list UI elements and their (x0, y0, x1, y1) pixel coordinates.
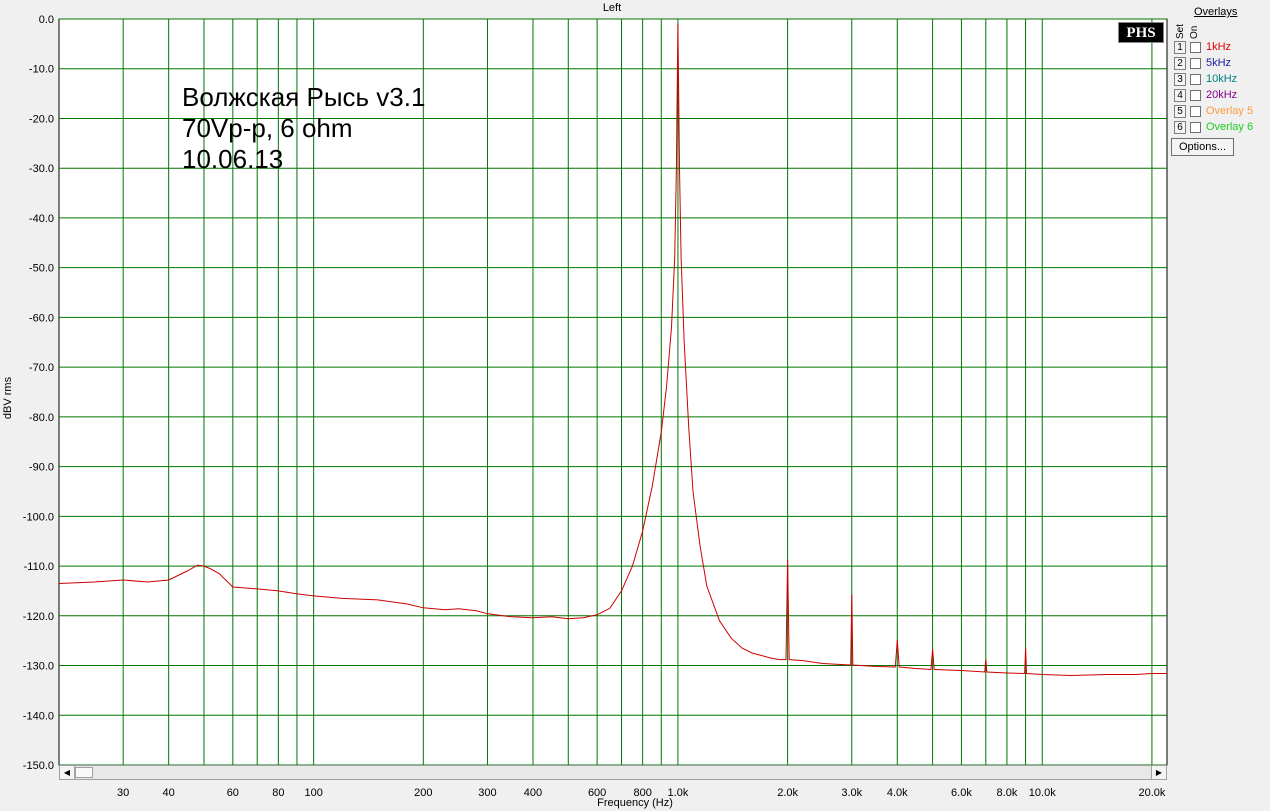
scroll-right-button[interactable]: ▶ (1151, 766, 1166, 779)
y-tick-label: -110.0 (24, 561, 54, 573)
options-button[interactable]: Options... (1171, 138, 1234, 156)
overlays-title[interactable]: Overlays (1194, 6, 1238, 18)
overlay-row-6: 6 Overlay 6 (1174, 121, 1270, 135)
x-tick-label: 800 (633, 787, 651, 799)
scroll-left-button[interactable]: ◀ (60, 766, 75, 779)
x-tick-label: 100 (304, 787, 322, 799)
overlay-label: Overlay 5 (1206, 105, 1254, 117)
y-tick-label: -130.0 (23, 661, 54, 673)
y-tick-label: 0.0 (39, 14, 54, 26)
overlay-checkbox[interactable] (1190, 42, 1201, 53)
x-tick-label: 60 (227, 787, 239, 799)
x-tick-label: 400 (524, 787, 542, 799)
y-tick-labels: 0.0 -10.0 -20.0 -30.0 -40.0 -50.0 -60.0 -70.0 -8… (23, 14, 54, 772)
y-tick-label: -40.0 (29, 213, 54, 225)
overlay-label: 10kHz (1206, 73, 1238, 85)
overlay-checkbox[interactable] (1190, 58, 1201, 69)
y-tick-label: -150.0 (23, 760, 54, 772)
overlay-row-1: 1 1kHz (1174, 41, 1270, 55)
x-tick-label: 600 (588, 787, 606, 799)
y-tick-label: -120.0 (23, 611, 54, 623)
x-tick-label: 80 (272, 787, 284, 799)
x-axis-label: Frequency (Hz) (597, 797, 673, 809)
x-tick-label: 8.0k (997, 787, 1018, 799)
chart-annotation: Волжская Рысь v3.1 70Vp-p, 6 ohm 10.06.1… (182, 82, 425, 175)
overlay-set-button[interactable]: 2 (1174, 57, 1186, 70)
x-tick-label: 200 (414, 787, 432, 799)
overlay-checkbox[interactable] (1190, 74, 1201, 85)
overlay-row-3: 3 10kHz (1174, 73, 1270, 87)
overlay-label: 20kHz (1206, 89, 1238, 101)
x-tick-label: 4.0k (887, 787, 908, 799)
y-tick-label: -20.0 (29, 113, 54, 125)
horizontal-scrollbar[interactable]: ◀ ▶ (59, 765, 1167, 780)
overlay-set-button[interactable]: 1 (1174, 41, 1186, 54)
annotation-line-1: Волжская Рысь v3.1 (182, 82, 426, 112)
spectrum-trace (58, 23, 1167, 677)
overlay-row-2: 2 5kHz (1174, 57, 1270, 71)
chart-title: Left (602, 2, 622, 14)
annotation-line-2: 70Vp-p, 6 ohm (182, 113, 353, 143)
y-tick-label: -80.0 (29, 412, 54, 424)
y-tick-label: -90.0 (29, 462, 54, 474)
x-tick-label: 3.0k (841, 787, 862, 799)
overlay-set-button[interactable]: 5 (1174, 105, 1186, 118)
overlay-label: 5kHz (1206, 57, 1232, 69)
x-tick-label: 6.0k (951, 787, 972, 799)
y-tick-label: -100.0 (23, 511, 54, 523)
overlay-checkbox[interactable] (1190, 106, 1201, 117)
y-tick-label: -10.0 (29, 64, 54, 76)
overlay-row-4: 4 20kHz (1174, 89, 1270, 103)
scroll-thumb[interactable] (75, 767, 93, 778)
overlay-checkbox[interactable] (1190, 90, 1201, 101)
overlay-label: Overlay 6 (1206, 121, 1254, 133)
x-tick-labels: 30 40 60 80 100 200 300 400 600 800 1.0k 2.0k 3.0k 4.… (117, 787, 1166, 799)
overlay-set-button[interactable]: 3 (1174, 73, 1186, 86)
x-tick-label: 2.0k (777, 787, 798, 799)
plot-area (58, 18, 1168, 766)
y-tick-label: -30.0 (29, 163, 54, 175)
set-column-header: Set (1175, 23, 1186, 39)
y-tick-label: -70.0 (29, 362, 54, 374)
y-axis-label: dBV rms (2, 376, 14, 420)
phs-logo: PHS (1118, 22, 1164, 43)
overlay-label: 1kHz (1206, 41, 1232, 53)
on-column-header: On (1189, 25, 1200, 39)
grid-layer (59, 18, 1167, 766)
x-tick-label: 40 (163, 787, 175, 799)
x-tick-label: 10.0k (1029, 787, 1056, 799)
overlay-set-button[interactable]: 6 (1174, 121, 1186, 134)
x-tick-label: 1.0k (668, 787, 689, 799)
overlay-set-button[interactable]: 4 (1174, 89, 1186, 102)
x-tick-label: 30 (117, 787, 129, 799)
y-tick-label: -140.0 (23, 710, 54, 722)
x-tick-label: 20.0k (1138, 787, 1165, 799)
y-tick-label: -50.0 (29, 263, 54, 275)
annotation-line-3: 10.06.13 (182, 144, 284, 174)
y-tick-label: -60.0 (29, 312, 54, 324)
overlay-row-5: 5 Overlay 5 (1174, 105, 1270, 119)
overlay-checkbox[interactable] (1190, 122, 1201, 133)
x-tick-label: 300 (478, 787, 496, 799)
